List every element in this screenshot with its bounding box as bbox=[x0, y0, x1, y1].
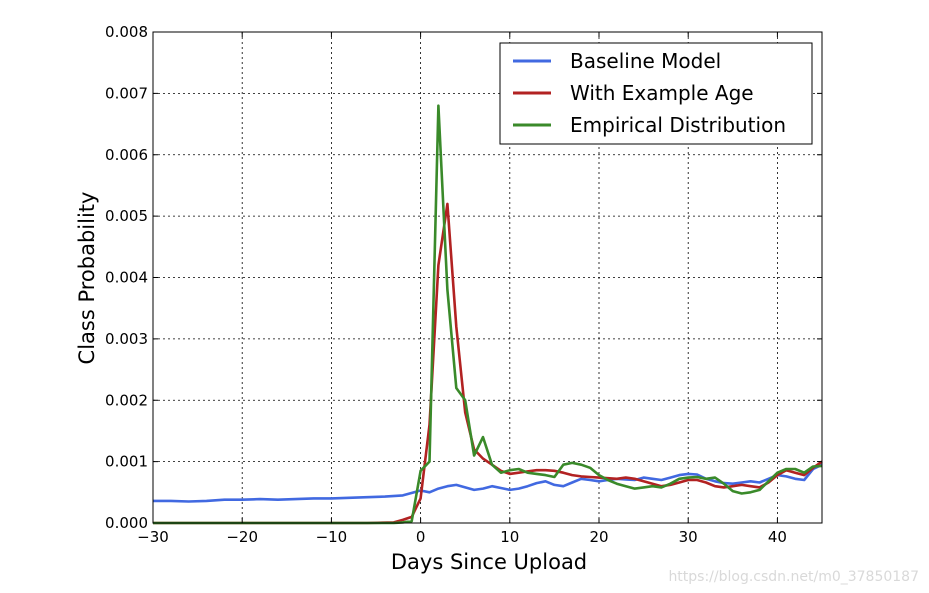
series-line-2 bbox=[153, 202, 823, 525]
legend: Baseline Model With Example Age Empirical … bbox=[499, 42, 813, 145]
y-tick-label: 0.007 bbox=[105, 84, 148, 102]
x-tick-label: −20 bbox=[226, 528, 258, 546]
legend-box bbox=[499, 42, 813, 145]
x-tick-label: 40 bbox=[768, 528, 787, 546]
legend-label: With Example Age bbox=[570, 81, 754, 105]
x-tick-label: 0 bbox=[416, 528, 426, 546]
y-axis-label: Class Probability bbox=[75, 192, 99, 365]
x-tick-label: −30 bbox=[137, 528, 169, 546]
series-lines bbox=[153, 104, 823, 525]
x-axis-label: Days Since Upload bbox=[391, 550, 587, 574]
legend-label: Baseline Model bbox=[570, 49, 721, 73]
legend-label: Empirical Distribution bbox=[570, 113, 786, 137]
series-line-3 bbox=[153, 104, 823, 525]
y-tick-label: 0.000 bbox=[105, 514, 148, 532]
y-tick-label: 0.006 bbox=[105, 146, 148, 164]
y-tick-label: 0.003 bbox=[105, 330, 148, 348]
y-tick-label: 0.001 bbox=[105, 453, 148, 471]
x-tick-label: 30 bbox=[679, 528, 698, 546]
y-tick-label: 0.002 bbox=[105, 391, 148, 409]
series-line-1 bbox=[153, 463, 823, 503]
x-tick-label: 10 bbox=[500, 528, 519, 546]
axis-ticks: −30 −20 −10 0 10 20 30 40 0.000 0.001 0.002 0.003 0.… bbox=[105, 23, 822, 546]
y-tick-label: 0.008 bbox=[105, 23, 148, 41]
x-tick-label: −10 bbox=[316, 528, 348, 546]
y-tick-label: 0.005 bbox=[105, 207, 148, 225]
watermark-text: https://blog.csdn.net/m0_37850187 bbox=[668, 569, 919, 585]
y-tick-label: 0.004 bbox=[105, 269, 148, 287]
x-tick-label: 20 bbox=[589, 528, 608, 546]
